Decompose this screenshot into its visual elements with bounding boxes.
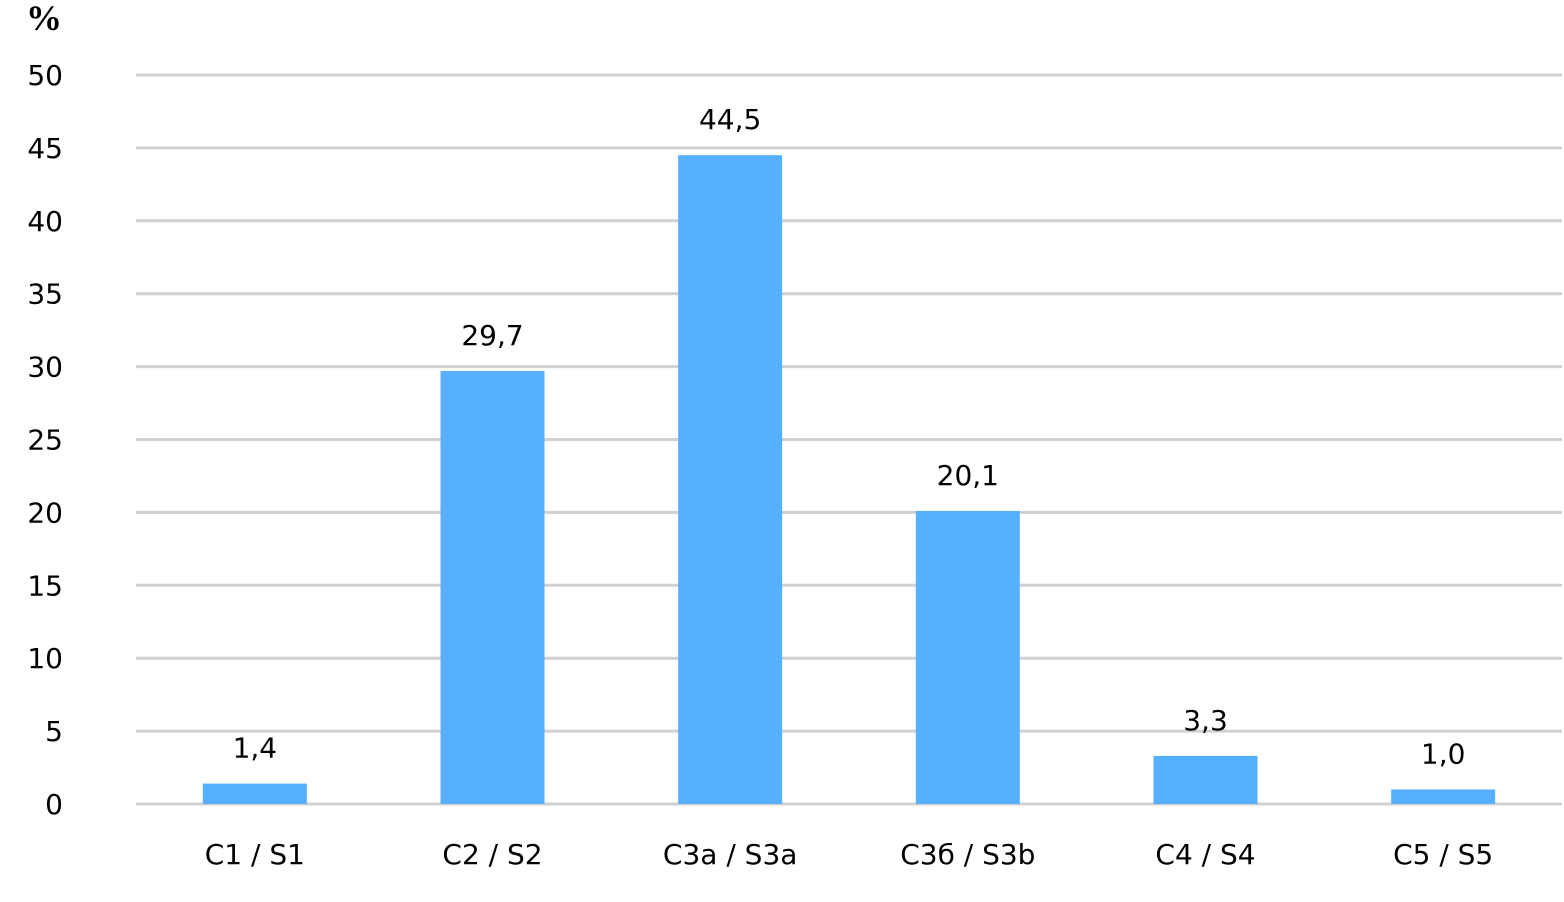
data-label-4: 20,1 bbox=[937, 459, 999, 492]
data-label-1: 1,4 bbox=[233, 732, 278, 765]
bar-1 bbox=[202, 783, 307, 804]
y-tick-label-25: 25 bbox=[27, 424, 63, 457]
data-label-2: 29,7 bbox=[461, 319, 523, 352]
data-labels: 1,4 29,7 44,5 20,1 3,3 1,0 bbox=[233, 103, 1466, 770]
data-label-6: 1,0 bbox=[1421, 737, 1466, 770]
y-tick-label-10: 10 bbox=[27, 642, 63, 675]
gridlines bbox=[136, 73, 1562, 806]
y-tick-label-35: 35 bbox=[27, 278, 63, 311]
x-tick-label-5: C4 / S4 bbox=[1155, 838, 1255, 871]
bar-2 bbox=[440, 370, 545, 804]
data-label-5: 3,3 bbox=[1183, 704, 1228, 737]
bars bbox=[202, 155, 1496, 804]
x-tick-label-1: C1 / S1 bbox=[205, 838, 305, 871]
x-tick-label-3: C3a / S3a bbox=[663, 838, 798, 871]
bar-6 bbox=[1391, 789, 1496, 804]
y-tick-label-50: 50 bbox=[27, 59, 63, 92]
y-tick-label-45: 45 bbox=[27, 132, 63, 165]
y-axis-unit-label: % bbox=[26, 0, 62, 38]
bar-4 bbox=[915, 510, 1020, 804]
x-axis-ticks: C1 / S1 C2 / S2 C3a / S3a C3б / S3b C4 / S4 C… bbox=[205, 838, 1494, 871]
x-tick-label-4: C3б / S3b bbox=[900, 838, 1035, 871]
x-tick-label-6: C5 / S5 bbox=[1393, 838, 1493, 871]
y-tick-label-5: 5 bbox=[45, 715, 63, 748]
y-tick-label-0: 0 bbox=[45, 788, 63, 821]
y-tick-label-30: 30 bbox=[27, 351, 63, 384]
data-label-3: 44,5 bbox=[699, 103, 761, 136]
y-tick-label-15: 15 bbox=[27, 569, 63, 602]
y-tick-label-20: 20 bbox=[27, 496, 63, 529]
bar-3 bbox=[678, 155, 783, 804]
y-tick-label-40: 40 bbox=[27, 205, 63, 238]
bar-5 bbox=[1153, 755, 1258, 804]
x-tick-label-2: C2 / S2 bbox=[442, 838, 542, 871]
y-axis-ticks: 0 5 10 15 20 25 30 35 40 45 50 bbox=[27, 59, 63, 821]
